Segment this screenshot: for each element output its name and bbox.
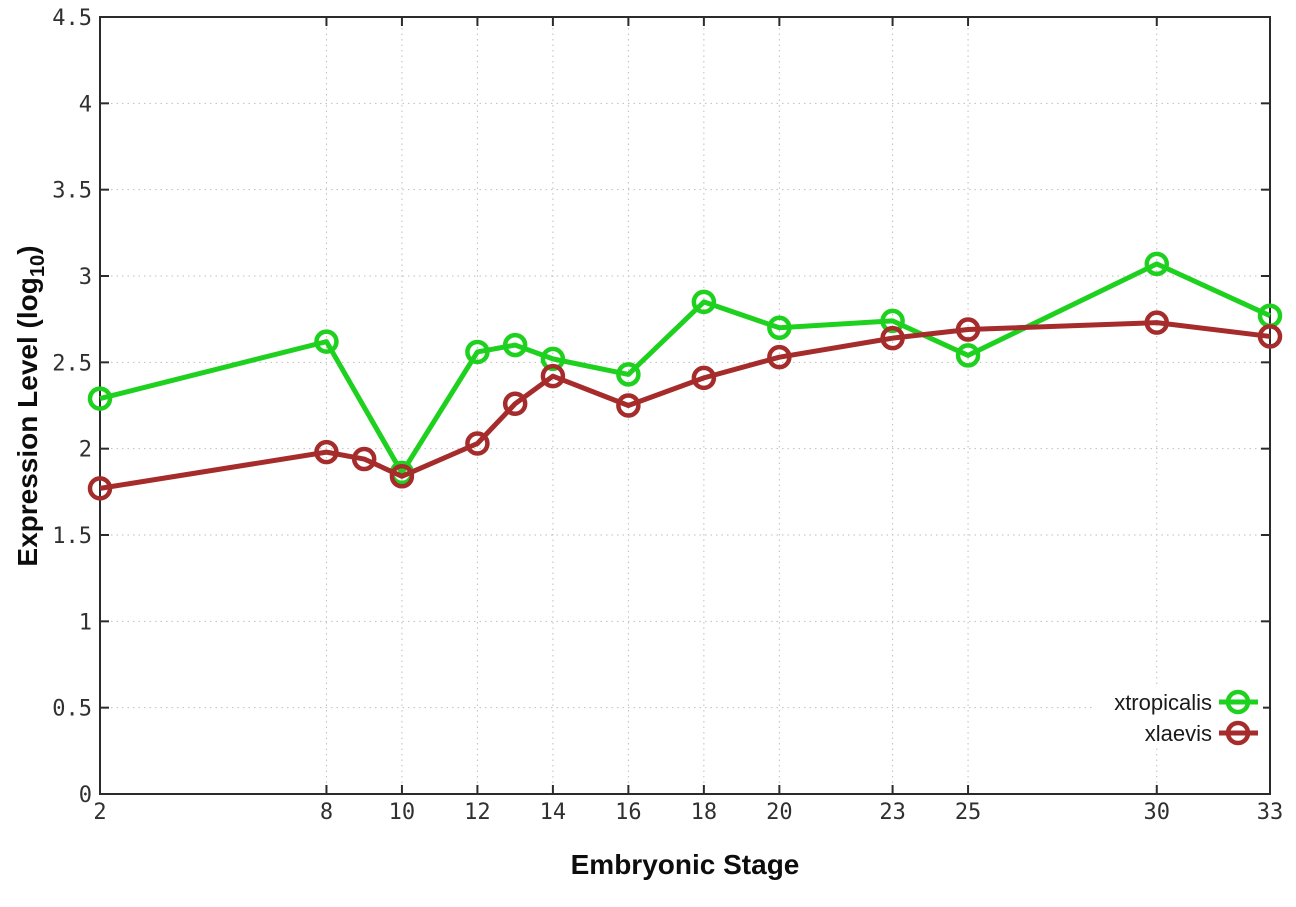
data-point-xtropicalis bbox=[314, 329, 339, 354]
series-line-xtropicalis bbox=[99, 261, 1272, 476]
y-tick-label: 4.5 bbox=[52, 6, 92, 31]
data-point-xlaevis bbox=[1144, 310, 1170, 335]
series-line-xlaevis bbox=[99, 320, 1271, 491]
x-tick-label: 2 bbox=[93, 800, 106, 825]
data-point-xlaevis bbox=[389, 464, 415, 489]
y-tick-label: 2 bbox=[79, 438, 92, 463]
data-point-xlaevis bbox=[314, 439, 339, 465]
y-tick-label: 0 bbox=[79, 783, 92, 808]
x-tick-label: 25 bbox=[955, 800, 982, 825]
plot-border bbox=[99, 16, 1271, 795]
y-axis-title: Expression Level (log10) bbox=[12, 245, 50, 566]
y-axis-title-subscript: 10 bbox=[26, 254, 49, 278]
y-axis-title-close: ) bbox=[12, 245, 44, 255]
y-tick-label: 4 bbox=[79, 92, 92, 117]
x-tick-label: 8 bbox=[320, 800, 333, 825]
y-tick-label: 1.5 bbox=[52, 524, 92, 549]
data-point-xlaevis bbox=[691, 365, 717, 391]
data-point-xlaevis bbox=[502, 391, 528, 417]
data-point-xtropicalis bbox=[465, 339, 490, 365]
y-tick-label: 1 bbox=[79, 610, 92, 635]
y-tick-label: 3 bbox=[79, 265, 92, 290]
data-point-xlaevis bbox=[1257, 324, 1283, 349]
data-point-xtropicalis bbox=[955, 343, 981, 368]
data-point-xtropicalis bbox=[87, 386, 113, 411]
x-tick-label: 33 bbox=[1257, 800, 1284, 825]
x-axis-title: Embryonic Stage bbox=[570, 849, 800, 880]
data-point-xtropicalis bbox=[691, 289, 717, 315]
data-point-xlaevis bbox=[616, 393, 641, 418]
x-tick-label: 18 bbox=[691, 800, 718, 825]
data-point-xlaevis bbox=[767, 344, 792, 370]
x-tick-label: 30 bbox=[1144, 800, 1171, 825]
legend-label-xlaevis: xlaevis bbox=[1145, 721, 1212, 746]
data-point-xtropicalis bbox=[880, 308, 905, 334]
legend-label-xtropicalis: xtropicalis bbox=[1114, 690, 1212, 715]
data-point-xlaevis bbox=[87, 476, 113, 501]
data-point-xlaevis bbox=[955, 317, 981, 342]
data-point-xlaevis bbox=[351, 446, 377, 472]
x-tick-label: 16 bbox=[615, 800, 642, 825]
y-tick-label: 3.5 bbox=[52, 179, 92, 204]
data-point-xtropicalis bbox=[502, 332, 528, 358]
legend-sample-marker-xlaevis bbox=[1225, 720, 1251, 746]
x-tick-label: 20 bbox=[766, 800, 793, 825]
data-point-xtropicalis bbox=[1144, 251, 1170, 277]
data-point-xtropicalis bbox=[540, 346, 566, 372]
x-tick-label: 10 bbox=[389, 800, 416, 825]
y-tick-label: 0.5 bbox=[52, 697, 92, 722]
data-point-xtropicalis bbox=[616, 362, 641, 387]
x-tick-label: 23 bbox=[879, 800, 906, 825]
y-tick-label: 2.5 bbox=[52, 351, 92, 376]
legend-sample-marker-xtropicalis bbox=[1225, 689, 1251, 715]
x-tick-label: 12 bbox=[464, 800, 491, 825]
data-point-xlaevis bbox=[540, 363, 566, 389]
data-point-xtropicalis bbox=[767, 315, 792, 341]
x-tick-label: 14 bbox=[540, 800, 567, 825]
data-point-xlaevis bbox=[880, 325, 905, 351]
legend-background bbox=[1095, 686, 1263, 748]
data-point-xlaevis bbox=[465, 431, 490, 456]
y-axis-title-text: Expression Level (log bbox=[12, 277, 44, 567]
